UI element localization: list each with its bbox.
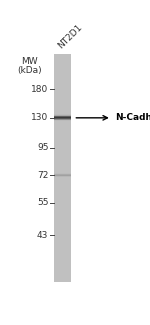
Bar [54, 116, 71, 117]
Bar [54, 119, 71, 120]
Bar [54, 176, 71, 177]
Text: MW
(kDa): MW (kDa) [17, 57, 42, 75]
Text: 130: 130 [31, 113, 48, 122]
Bar [54, 173, 71, 174]
Text: N-Cadherin: N-Cadherin [115, 113, 150, 122]
Bar [54, 117, 71, 118]
Text: 180: 180 [31, 84, 48, 94]
Bar [54, 175, 71, 176]
Text: 55: 55 [37, 199, 48, 207]
Text: 72: 72 [37, 171, 48, 180]
Bar [54, 173, 71, 174]
Bar [54, 175, 71, 176]
Bar [54, 115, 71, 116]
Bar [54, 118, 71, 119]
Text: NT2D1: NT2D1 [56, 22, 84, 50]
Bar [54, 177, 71, 178]
Bar [54, 114, 71, 115]
Bar [54, 120, 71, 121]
Text: 95: 95 [37, 143, 48, 152]
Bar [54, 115, 71, 116]
Bar [54, 176, 71, 177]
Bar [54, 120, 71, 121]
Bar [54, 116, 71, 117]
Bar [54, 117, 71, 118]
Bar [54, 118, 71, 119]
Bar [54, 174, 71, 175]
Bar [54, 174, 71, 175]
Bar [54, 120, 71, 121]
Bar [54, 114, 71, 115]
Bar [54, 175, 71, 176]
Text: 43: 43 [37, 231, 48, 240]
Bar [54, 54, 71, 282]
Bar [54, 119, 71, 120]
Bar [54, 115, 71, 116]
